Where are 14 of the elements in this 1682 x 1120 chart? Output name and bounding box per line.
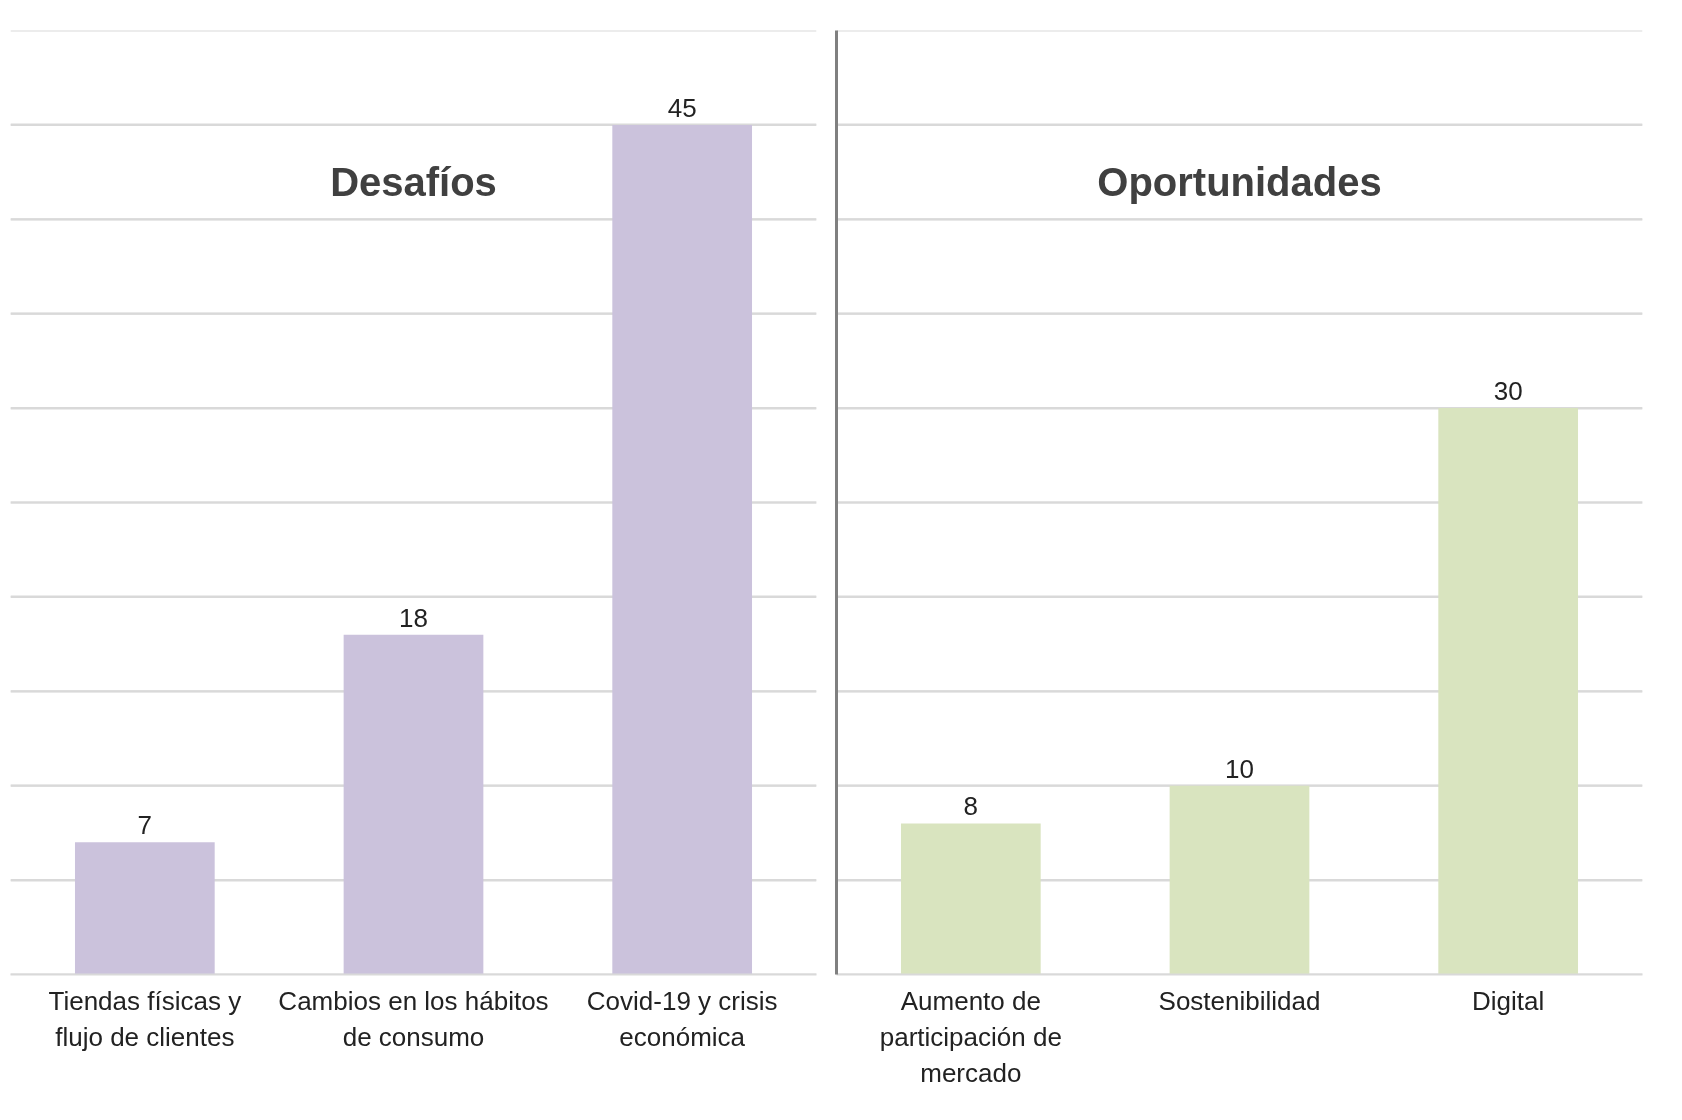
- x-tick-label: Tiendas físicas y flujo de clientes: [48, 985, 242, 1052]
- x-tick-label: Aumento de participación de mercado: [879, 985, 1062, 1088]
- data-label: 18: [399, 602, 428, 633]
- data-label: 45: [667, 92, 697, 123]
- x-tick-label: Covid-19 y crisis económica: [586, 985, 778, 1052]
- text: Desafíos: [330, 159, 497, 204]
- data-label: 30: [1493, 376, 1523, 407]
- x-tick-label: Sostenibilidad: [1158, 985, 1321, 1016]
- x-tick-label: Digital: [1472, 985, 1545, 1016]
- data-label: 7: [137, 810, 153, 841]
- data-label: 8: [963, 791, 979, 822]
- x-tick-label: Cambios en los hábitos de consumo: [278, 985, 549, 1052]
- data-label: 10: [1225, 753, 1254, 784]
- text: Oportunidades: [1097, 159, 1382, 204]
